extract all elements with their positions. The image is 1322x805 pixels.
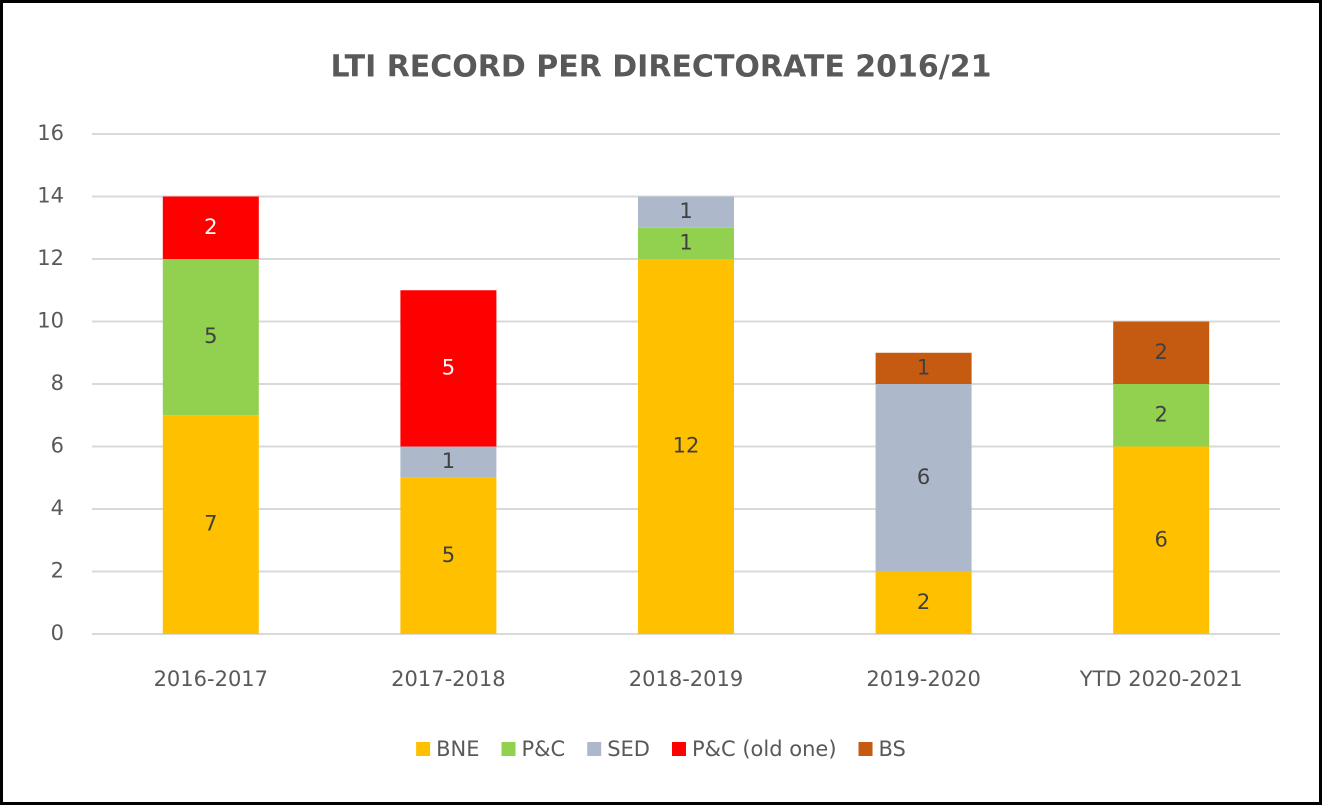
data-label: 2 <box>1155 340 1168 364</box>
legend-swatch <box>587 742 602 756</box>
bar-segment <box>875 384 972 572</box>
data-label: 12 <box>673 434 700 458</box>
bar-segment <box>638 227 734 259</box>
y-tick-label: 16 <box>37 121 64 145</box>
legend-label: P&C (old one) <box>692 737 837 761</box>
legend-label: BS <box>879 737 906 761</box>
legend-label: BNE <box>436 737 479 761</box>
legend-swatch <box>858 742 873 756</box>
y-tick-label: 8 <box>51 371 64 395</box>
data-label: 5 <box>204 324 217 348</box>
y-tick-label: 12 <box>37 246 64 270</box>
bar-segment <box>875 571 972 634</box>
data-label: 2 <box>1155 402 1168 426</box>
y-tick-label: 6 <box>51 434 64 458</box>
data-label: 7 <box>204 512 217 536</box>
data-label: 6 <box>1155 527 1168 551</box>
data-label: 6 <box>917 465 930 489</box>
bar-segment <box>400 446 497 478</box>
bar-segment <box>638 196 734 228</box>
y-tick-label: 4 <box>51 496 64 520</box>
bar-segment <box>875 352 972 384</box>
bar-segment <box>1113 384 1210 447</box>
x-tick-label: 2017-2018 <box>391 667 505 691</box>
y-tick-label: 0 <box>51 621 64 645</box>
bar-segment <box>162 259 259 416</box>
legend-label: SED <box>607 737 650 761</box>
data-label: 1 <box>679 199 692 223</box>
data-label: 1 <box>442 449 455 473</box>
legend-swatch <box>671 742 686 756</box>
x-tick-label: 2019-2020 <box>866 667 980 691</box>
bar-segment <box>162 415 259 634</box>
legend-swatch <box>501 742 516 756</box>
bar-segment <box>1113 321 1210 384</box>
data-label: 2 <box>917 590 930 614</box>
bar-segment <box>400 290 497 447</box>
bar-segment <box>638 259 734 634</box>
legend-swatch <box>416 742 431 756</box>
x-tick-label: 2016-2017 <box>154 667 268 691</box>
data-label: 1 <box>679 230 692 254</box>
chart-title: LTI RECORD PER DIRECTORATE 2016/21 <box>330 50 991 85</box>
data-label: 5 <box>442 543 455 567</box>
y-tick-label: 2 <box>51 559 64 583</box>
legend-label: P&C <box>522 737 566 761</box>
bar-segment <box>400 477 497 634</box>
data-label: 1 <box>917 355 930 379</box>
bar-segment <box>162 196 259 259</box>
x-tick-label: 2018-2019 <box>629 667 743 691</box>
x-tick-label: YTD 2020-2021 <box>1079 667 1243 691</box>
data-label: 2 <box>204 215 217 239</box>
bar-segment <box>1113 446 1210 634</box>
y-tick-label: 10 <box>37 309 64 333</box>
y-tick-label: 14 <box>37 184 64 208</box>
data-label: 5 <box>442 355 455 379</box>
